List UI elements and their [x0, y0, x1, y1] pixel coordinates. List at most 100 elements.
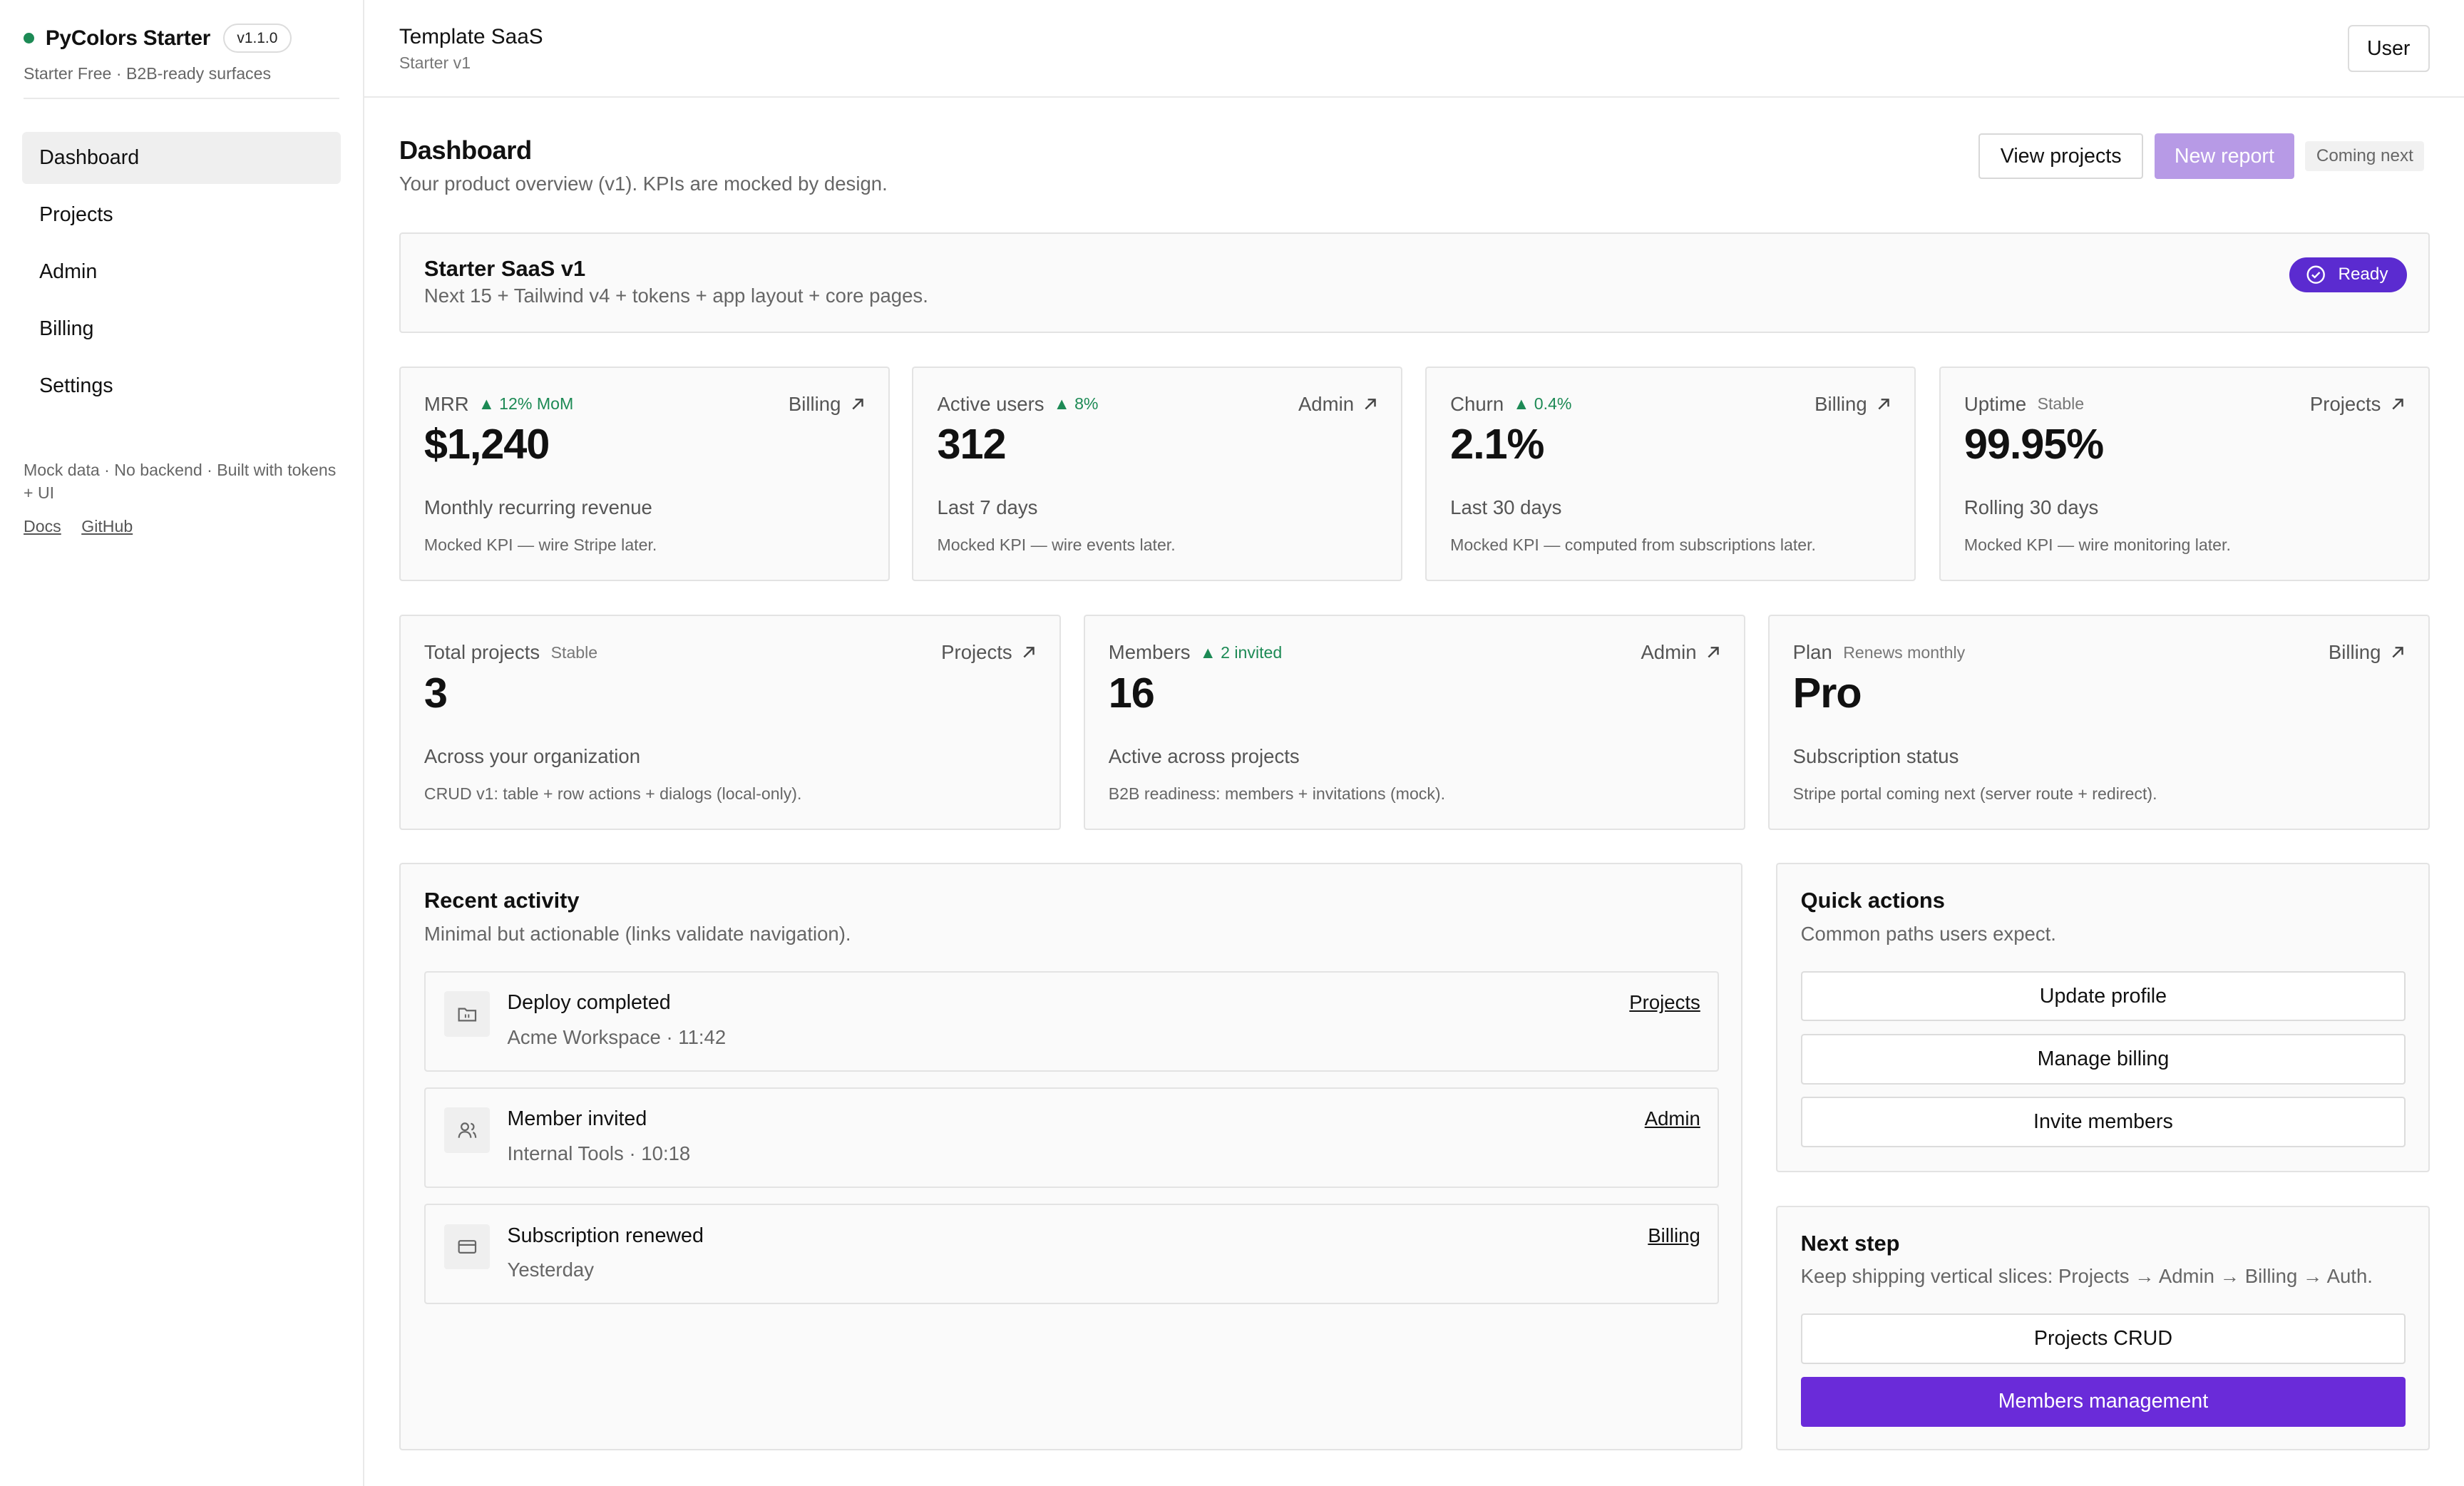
sidebar-divider — [24, 97, 340, 99]
recent-activity-subtitle: Minimal but actionable (links validate n… — [423, 922, 851, 945]
sidebar-footer-text: Mock data · No backend · Built with toke… — [24, 460, 337, 502]
kpi-value: 2.1% — [1450, 420, 1544, 468]
user-menu-button[interactable]: User — [2347, 25, 2430, 73]
brand-subtitle: Starter Free · B2B-ready surfaces — [24, 64, 272, 83]
sidebar-item-projects[interactable]: Projects — [39, 203, 113, 226]
stat-link-billing[interactable]: Billing — [2329, 641, 2405, 664]
kpi-description: Rolling 30 days — [1963, 496, 2099, 519]
kpi-card-churn: Churn ▲ 0.4% Billing 2.1% Last 30 days Mo… — [1425, 366, 1916, 582]
kpi-label-text: Churn — [1450, 392, 1504, 415]
kpi-link-projects[interactable]: Projects — [2310, 393, 2405, 416]
activity-title: Member invited — [507, 1107, 647, 1131]
invite-members-button[interactable]: Invite members — [1800, 1097, 2406, 1147]
docs-link[interactable]: Docs — [24, 517, 61, 536]
next-step-subtitle: Keep shipping vertical slices: Projects … — [1800, 1265, 2373, 1288]
kpi-note: Mocked KPI — wire events later. — [937, 536, 1176, 555]
workspace-subtitle: Starter v1 — [399, 53, 471, 72]
stat-link-label: Admin — [1641, 641, 1697, 664]
activity-meta: Internal Tools · 10:18 — [507, 1142, 691, 1164]
kpi-delta: ▲ 12% MoM — [478, 394, 574, 414]
activity-link-projects[interactable]: Projects — [1629, 991, 1700, 1014]
kpi-link-admin[interactable]: Admin — [1298, 393, 1377, 416]
kpi-note: Mocked KPI — wire Stripe later. — [423, 536, 657, 555]
banner-subtitle: Next 15 + Tailwind v4 + tokens + app lay… — [423, 284, 928, 307]
kpi-link-billing[interactable]: Billing — [789, 393, 865, 416]
arrow-up-right-icon — [1878, 398, 1889, 410]
projects-crud-button[interactable]: Projects CRUD — [1800, 1313, 2406, 1364]
new-report-button[interactable]: New report — [2154, 133, 2294, 180]
activity-link-billing[interactable]: Billing — [1648, 1224, 1700, 1246]
stat-label: Total projects Stable — [424, 641, 597, 664]
stat-link-projects[interactable]: Projects — [941, 641, 1036, 664]
stat-note: B2B readiness: members + invitations (mo… — [1108, 784, 1446, 803]
stat-link-label: Billing — [2328, 641, 2381, 664]
activity-meta: Yesterday — [507, 1259, 594, 1281]
stat-value: 16 — [1108, 668, 1155, 717]
kpi-link-billing[interactable]: Billing — [1814, 393, 1891, 416]
github-link[interactable]: GitHub — [81, 517, 133, 536]
activity-item: Subscription renewed Yesterday Billing — [423, 1204, 1720, 1305]
activity-meta: Acme Workspace · 11:42 — [507, 1025, 727, 1048]
quick-actions-subtitle: Common paths users expect. — [1800, 922, 2056, 945]
topbar: Template SaaS Starter v1 User — [364, 0, 2464, 98]
sidebar-links: Docs GitHub — [24, 517, 148, 536]
kpi-label: Uptime Stable — [1964, 393, 2084, 416]
sidebar-item-settings[interactable]: Settings — [39, 374, 113, 397]
sidebar: PyColors Starter v1.1.0 Starter Free · B… — [0, 0, 365, 1486]
page-subtitle: Your product overview (v1). KPIs are moc… — [399, 173, 888, 195]
stat-note: Stripe portal coming next (server route … — [1792, 784, 2157, 803]
arrow-up-right-icon — [2392, 398, 2403, 410]
stat-label: Plan Renews monthly — [1793, 641, 1966, 664]
sidebar-item-billing[interactable]: Billing — [39, 317, 94, 340]
stat-note: CRUD v1: table + row actions + dialogs (… — [423, 784, 802, 803]
manage-billing-button[interactable]: Manage billing — [1800, 1034, 2406, 1085]
kpi-label-text: Active users — [937, 392, 1044, 415]
members-management-button[interactable]: Members management — [1800, 1376, 2406, 1428]
stat-card-plan: Plan Renews monthly Billing Pro Subscript… — [1767, 614, 2430, 830]
activity-item: Member invited Internal Tools · 10:18 Ad… — [423, 1087, 1720, 1189]
stat-card-members: Members ▲ 2 invited Admin 16 Active acros… — [1083, 614, 1745, 830]
activity-link-admin[interactable]: Admin — [1644, 1107, 1700, 1130]
stat-description: Active across projects — [1108, 744, 1300, 767]
kpi-delta: ▲ 8% — [1053, 394, 1099, 414]
kpi-card-uptime: Uptime Stable Projects 99.95% Rolling 30 … — [1939, 366, 2430, 582]
workspace-title: Template SaaS — [399, 25, 543, 49]
stat-delta: ▲ 2 invited — [1199, 642, 1283, 662]
kpi-label: Churn ▲ 0.4% — [1450, 393, 1571, 416]
quick-actions-panel: Quick actions Common paths users expect.… — [1775, 863, 2430, 1173]
credit-card-icon — [444, 1224, 491, 1270]
check-circle-icon — [2306, 265, 2326, 285]
recent-activity-panel: Recent activity Minimal but actionable (… — [399, 863, 1743, 1451]
kpi-card-active-users: Active users ▲ 8% Admin 312 Last 7 days M… — [912, 366, 1403, 582]
view-projects-button[interactable]: View projects — [1978, 133, 2144, 180]
kpi-note: Mocked KPI — computed from subscriptions… — [1450, 536, 1816, 555]
kpi-label-text: MRR — [423, 392, 469, 415]
version-badge: v1.1.0 — [222, 24, 292, 53]
stat-link-label: Projects — [941, 641, 1012, 664]
sidebar-item-dashboard[interactable]: Dashboard — [21, 132, 342, 184]
kpi-link-label: Projects — [2309, 392, 2381, 415]
brand-name: PyColors Starter — [45, 26, 211, 50]
kpi-card-mrr: MRR ▲ 12% MoM Billing $1,240 Monthly recu… — [399, 366, 890, 582]
kpi-description: Last 30 days — [1450, 496, 1562, 519]
stat-value: Pro — [1792, 668, 1862, 717]
activity-title: Subscription renewed — [507, 1224, 704, 1247]
stat-value: 3 — [423, 668, 448, 717]
stat-label-text: Members — [1108, 641, 1191, 664]
kpi-label-text: Uptime — [1963, 392, 2027, 415]
sidebar-item-admin[interactable]: Admin — [39, 260, 98, 283]
stat-link-admin[interactable]: Admin — [1641, 641, 1720, 664]
sidebar-nav: Dashboard Projects Admin Billing Setting… — [21, 132, 342, 417]
status-dot-icon — [24, 32, 35, 44]
page-title: Dashboard — [399, 135, 532, 165]
kpi-label: Active users ▲ 8% — [938, 393, 1099, 416]
activity-title: Deploy completed — [507, 991, 671, 1015]
stat-label-text: Total projects — [423, 641, 540, 664]
stat-label-text: Plan — [1792, 641, 1832, 664]
quick-actions-title: Quick actions — [1800, 888, 1945, 913]
kpi-note: Mocked KPI — wire monitoring later. — [1963, 536, 2231, 555]
update-profile-button[interactable]: Update profile — [1800, 970, 2406, 1022]
activity-item: Deploy completed Acme Workspace · 11:42 … — [423, 970, 1720, 1072]
next-step-title: Next step — [1800, 1230, 1900, 1256]
